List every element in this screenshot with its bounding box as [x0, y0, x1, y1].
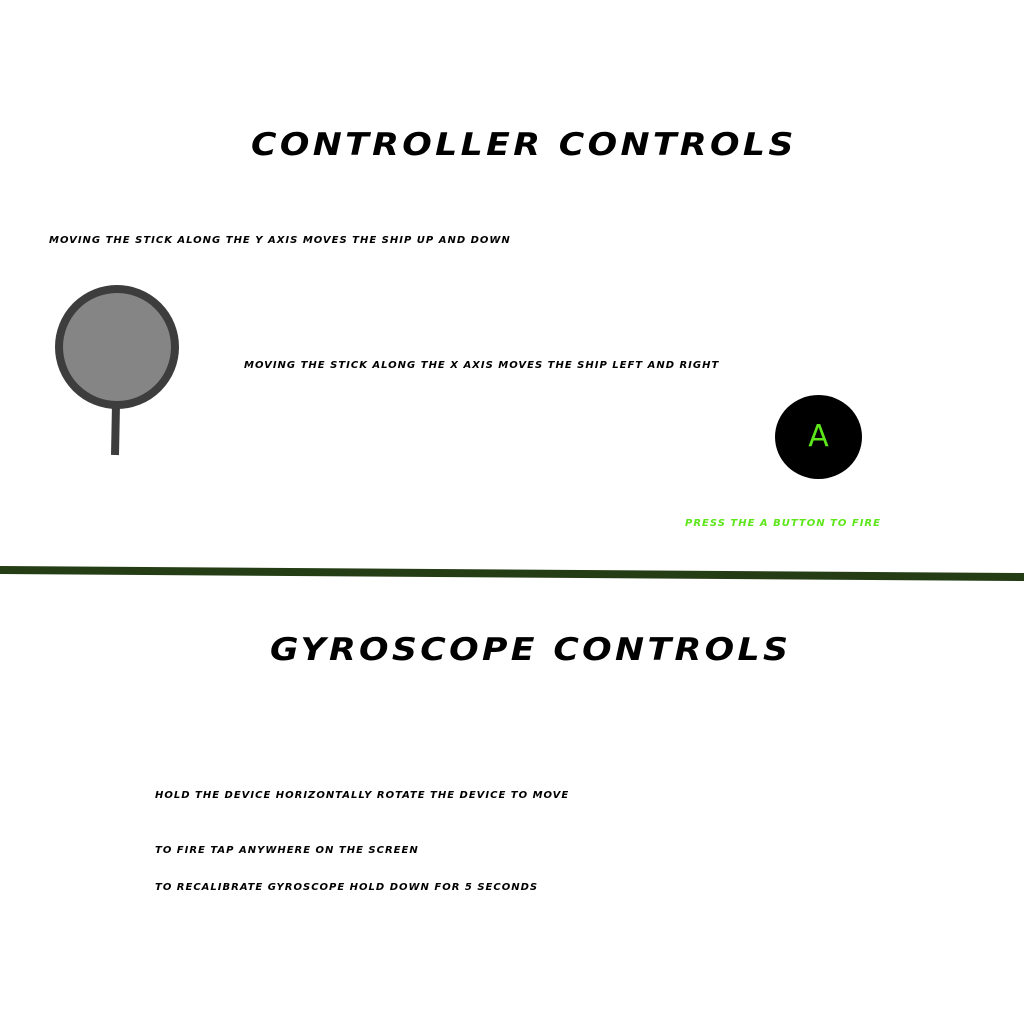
hold-instruction: HOLD THE DEVICE HORIZONTALLY ROTATE THE … — [155, 790, 570, 801]
gyroscope-controls-title: GYROSCOPE CONTROLS — [270, 632, 792, 668]
section-divider — [0, 566, 1024, 581]
recalibrate-instruction: TO RECALIBRATE GYROSCOPE HOLD DOWN FOR 5… — [155, 882, 539, 893]
joystick-shaft — [111, 403, 120, 456]
joystick-knob — [55, 285, 179, 409]
a-button[interactable]: A — [775, 395, 862, 479]
tap-instruction: TO FIRE TAP ANYWHERE ON THE SCREEN — [155, 845, 419, 856]
divider-line — [0, 566, 1024, 581]
y-axis-instruction: MOVING THE STICK ALONG THE Y AXIS MOVES … — [49, 235, 511, 246]
controller-controls-title: CONTROLLER CONTROLS — [251, 127, 797, 163]
a-button-label: A — [808, 419, 829, 454]
fire-instruction: PRESS THE A BUTTON TO FIRE — [685, 518, 881, 529]
joystick-icon — [55, 285, 179, 456]
x-axis-instruction: MOVING THE STICK ALONG THE X AXIS MOVES … — [244, 360, 720, 371]
